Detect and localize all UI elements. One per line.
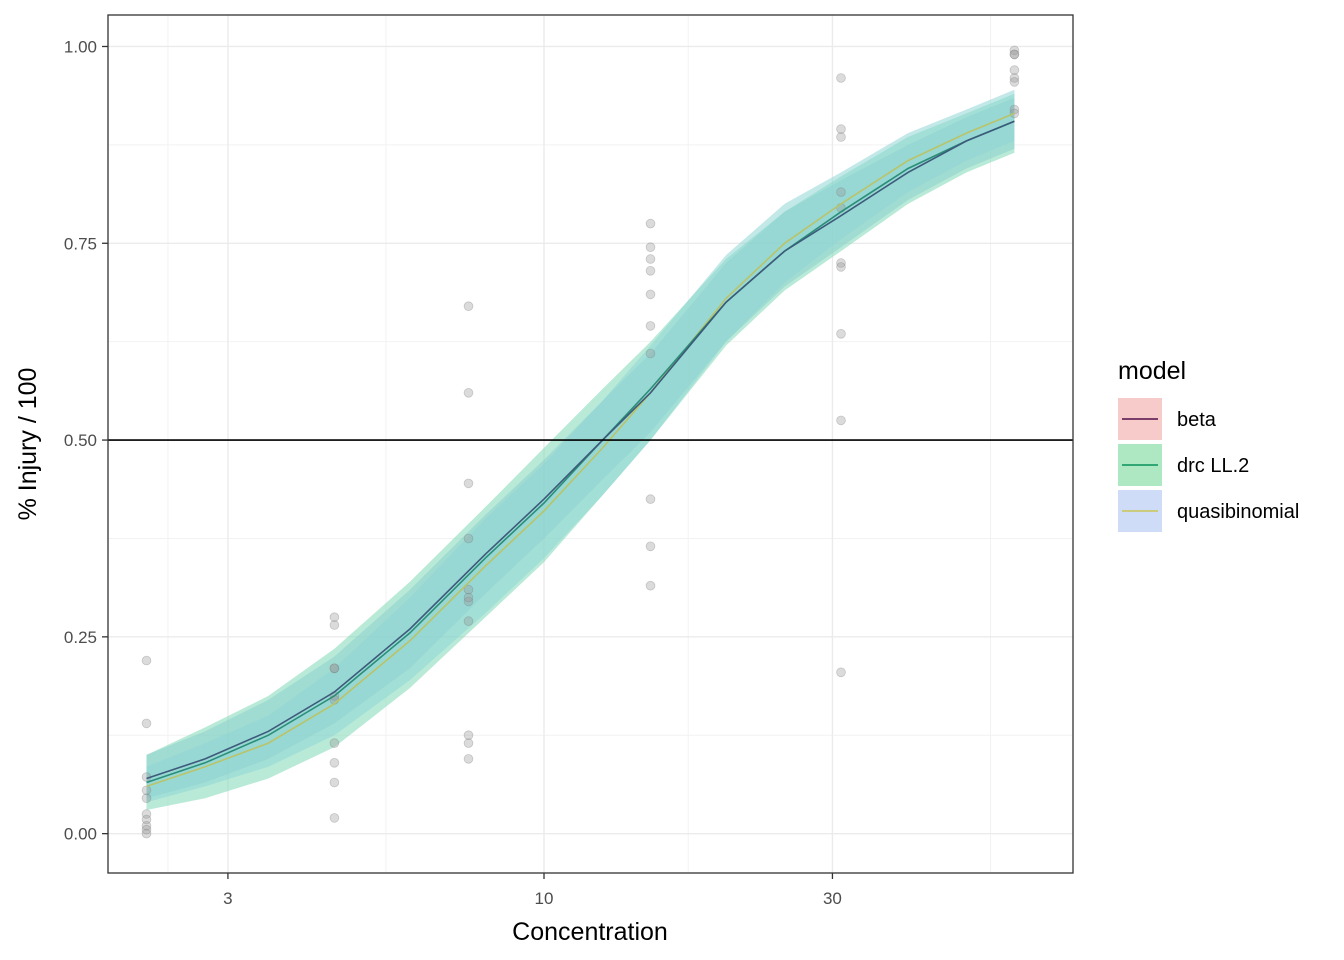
x-tick-label: 30 [823, 889, 842, 908]
data-point [141, 828, 152, 839]
ribbon-quasibinomial [146, 89, 1015, 803]
data-point [463, 616, 474, 626]
data-point [463, 533, 474, 544]
observed-points [141, 45, 1020, 839]
data-point [329, 663, 340, 674]
legend: model beta drc LL.2 quasibinomial [1118, 357, 1299, 532]
data-point [463, 592, 474, 603]
x-tick-label: 3 [223, 889, 232, 908]
data-point [141, 718, 152, 729]
x-axis-title: Concentration [512, 918, 668, 946]
data-point [1009, 49, 1020, 60]
data-point [329, 777, 340, 788]
data-point [836, 328, 846, 339]
x-tick-label: 10 [535, 889, 554, 908]
data-point [463, 738, 474, 748]
legend-title: model [1118, 357, 1186, 385]
data-point [836, 667, 846, 678]
data-point [836, 132, 846, 142]
data-point [141, 809, 152, 819]
data-point [645, 218, 656, 229]
data-point [463, 584, 474, 595]
x-axis: 3 10 30 [223, 873, 842, 908]
data-point [645, 242, 656, 253]
data-point [329, 663, 340, 674]
data-point [463, 387, 474, 398]
data-point [836, 73, 846, 83]
data-point [329, 757, 340, 768]
legend-key-quasibinomial: quasibinomial [1118, 490, 1299, 532]
data-point [645, 348, 656, 359]
data-point [141, 814, 152, 825]
y-axis-title: % Injury / 100 [14, 368, 42, 521]
data-point [836, 258, 846, 268]
legend-key-drc-ll-2: drc LL.2 [1118, 444, 1249, 486]
y-axis: 0.00 0.25 0.50 0.75 1.00 [64, 37, 108, 844]
y-tick-label: 0.25 [64, 628, 97, 647]
data-point [141, 793, 152, 803]
y-tick-label: 0.00 [64, 825, 97, 844]
legend-label: drc LL.2 [1177, 455, 1249, 477]
data-point [141, 655, 152, 666]
data-point [836, 124, 846, 134]
y-tick-label: 0.75 [64, 234, 97, 253]
data-point [463, 301, 474, 312]
data-point [645, 289, 656, 300]
data-point [463, 596, 474, 607]
data-point [645, 265, 656, 276]
data-point [463, 754, 474, 764]
data-point [1009, 45, 1020, 56]
curve-quasibinomial [146, 112, 1015, 788]
data-point [141, 820, 152, 831]
plot-panel-border [107, 14, 1074, 874]
legend-label: quasibinomial [1177, 501, 1299, 523]
data-point [1009, 49, 1020, 60]
data-point [1009, 73, 1020, 83]
data-point [329, 813, 340, 823]
data-point [329, 612, 340, 622]
data-point [463, 478, 474, 489]
data-point [836, 415, 846, 426]
data-point [141, 785, 152, 796]
data-point [141, 824, 152, 835]
data-point [329, 620, 340, 630]
data-point [645, 580, 656, 591]
legend-key-beta: beta [1118, 398, 1217, 440]
data-point [463, 730, 474, 740]
confidence-ribbons [146, 89, 1015, 810]
y-tick-label: 1.00 [64, 37, 97, 56]
data-point [1009, 77, 1020, 87]
data-point [645, 254, 656, 264]
data-point [329, 738, 340, 748]
data-point [645, 321, 656, 331]
data-point [645, 541, 656, 552]
data-point [836, 262, 846, 272]
data-point [645, 494, 656, 504]
data-point [1009, 65, 1020, 75]
y-tick-label: 0.50 [64, 431, 97, 450]
data-point [836, 187, 846, 197]
legend-label: beta [1177, 409, 1217, 431]
